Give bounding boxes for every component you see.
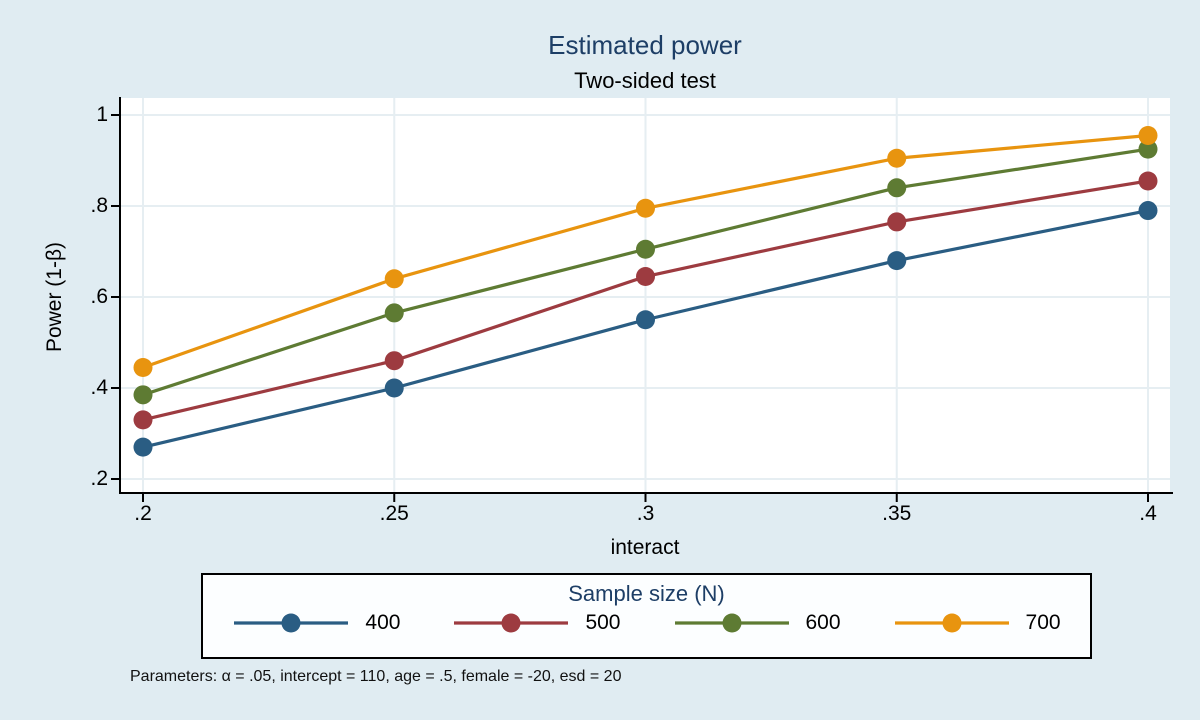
x-axis-title: interact <box>610 536 680 559</box>
data-point-400 <box>636 310 655 330</box>
legend-swatch <box>234 613 349 633</box>
legend: Sample size (N) 400 500 600 700 <box>201 573 1092 659</box>
legend-label: 700 <box>1025 611 1061 634</box>
y-axis-title: Power (1-β) <box>43 241 66 353</box>
legend-entry-400: 400 <box>232 611 400 635</box>
legend-label: 600 <box>805 611 841 634</box>
legend-entry-500: 500 <box>452 611 621 635</box>
data-point-700 <box>1138 125 1158 145</box>
data-point-600 <box>636 239 655 259</box>
data-point-700 <box>384 269 404 289</box>
legend-swatch <box>894 613 1009 633</box>
legend-label: 400 <box>365 611 401 634</box>
data-point-500 <box>636 267 655 287</box>
data-point-600 <box>1138 139 1158 159</box>
legend-entries: 400 500 600 700 <box>203 611 1090 635</box>
data-point-400 <box>887 251 907 271</box>
data-point-500 <box>133 410 153 430</box>
legend-swatch <box>454 613 569 633</box>
data-point-700 <box>133 358 153 378</box>
data-point-400 <box>384 378 404 398</box>
data-point-500 <box>1138 171 1158 191</box>
legend-entry-700: 700 <box>893 611 1061 635</box>
legend-title: Sample size (N) <box>568 581 725 606</box>
chart-title: Estimated power <box>548 30 742 60</box>
data-point-500 <box>887 212 907 232</box>
data-point-700 <box>887 148 907 168</box>
chart-subtitle: Two-sided test <box>574 68 716 93</box>
legend-swatch <box>674 613 789 633</box>
legend-label: 500 <box>585 611 621 634</box>
data-point-600 <box>887 178 907 198</box>
data-point-600 <box>133 385 153 405</box>
legend-entry-600: 600 <box>673 611 841 635</box>
data-point-400 <box>1138 201 1158 221</box>
data-point-400 <box>133 437 153 457</box>
parameters-note: Parameters: α = .05, intercept = 110, ag… <box>130 668 622 685</box>
data-point-600 <box>384 303 404 323</box>
data-point-700 <box>636 198 655 218</box>
data-point-500 <box>384 351 404 371</box>
